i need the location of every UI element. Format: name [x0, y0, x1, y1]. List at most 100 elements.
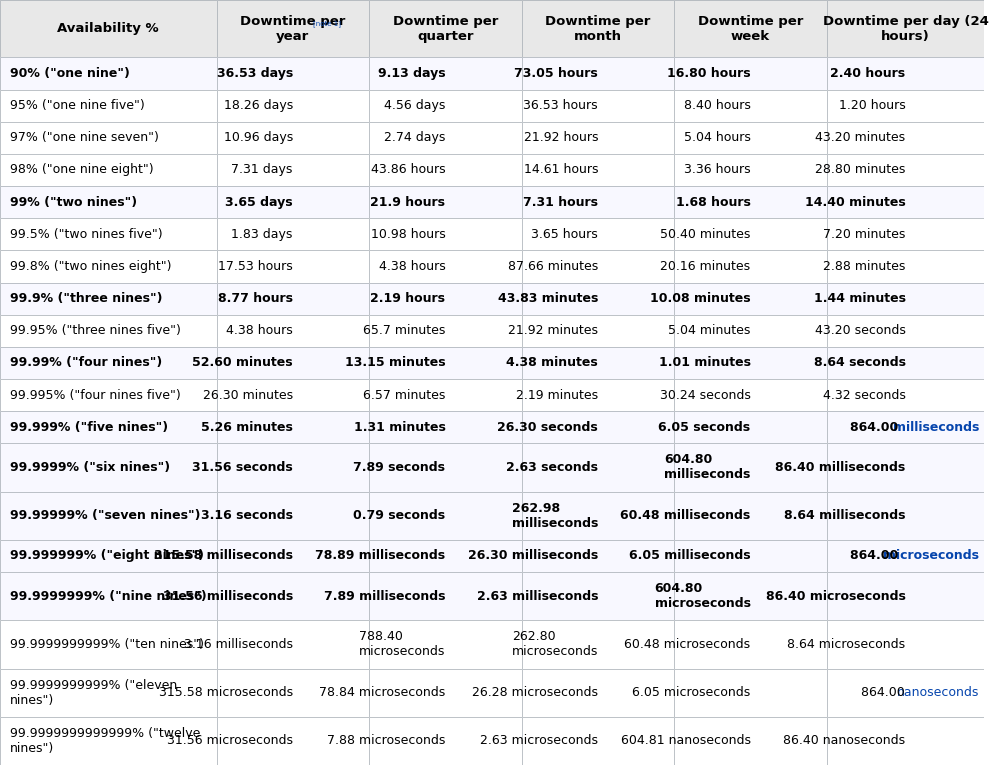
Bar	[0, 540, 216, 572]
Text: 28.80 minutes: 28.80 minutes	[815, 164, 906, 177]
Bar	[369, 572, 522, 620]
Text: 3.36 hours: 3.36 hours	[684, 164, 751, 177]
Bar	[216, 250, 369, 282]
Bar	[674, 347, 827, 379]
Bar	[522, 444, 674, 492]
Bar	[827, 122, 984, 154]
Text: 1.01 minutes: 1.01 minutes	[658, 356, 751, 369]
Bar	[0, 444, 216, 492]
Bar	[522, 122, 674, 154]
Text: 1.20 hours: 1.20 hours	[839, 99, 906, 112]
Bar	[827, 0, 984, 57]
Bar	[369, 492, 522, 540]
Text: 21.9 hours: 21.9 hours	[371, 196, 445, 209]
Bar	[827, 540, 984, 572]
Bar	[0, 492, 216, 540]
Bar	[674, 669, 827, 717]
Bar	[216, 186, 369, 218]
Text: 604.80
milliseconds: 604.80 milliseconds	[664, 454, 751, 481]
Bar	[827, 186, 984, 218]
Bar	[0, 492, 216, 540]
Bar	[522, 0, 674, 57]
Text: 73.05 hours: 73.05 hours	[515, 67, 598, 80]
Bar	[827, 669, 984, 717]
Bar	[0, 379, 216, 411]
Text: 3.65 days: 3.65 days	[225, 196, 292, 209]
Text: 26.30 minutes: 26.30 minutes	[203, 389, 292, 402]
Bar	[0, 122, 216, 154]
Text: 86.40 milliseconds: 86.40 milliseconds	[776, 461, 906, 474]
Bar	[674, 186, 827, 218]
Bar	[522, 347, 674, 379]
Bar	[369, 347, 522, 379]
Bar	[0, 0, 216, 57]
Text: 2.19 minutes: 2.19 minutes	[516, 389, 598, 402]
Bar	[522, 218, 674, 250]
Bar	[522, 411, 674, 444]
Text: 90% ("one nine"): 90% ("one nine")	[10, 67, 130, 80]
Text: 5.26 minutes: 5.26 minutes	[201, 421, 292, 434]
Bar	[369, 620, 522, 669]
Bar	[827, 186, 984, 218]
Bar	[0, 57, 216, 90]
Text: 3.16 milliseconds: 3.16 milliseconds	[184, 638, 292, 651]
Text: 10.08 minutes: 10.08 minutes	[650, 292, 751, 305]
Bar	[216, 314, 369, 347]
Bar	[522, 0, 674, 57]
Text: 78.89 milliseconds: 78.89 milliseconds	[316, 549, 445, 562]
Bar	[522, 347, 674, 379]
Bar	[369, 411, 522, 444]
Text: 21.92 minutes: 21.92 minutes	[508, 324, 598, 337]
Bar	[827, 411, 984, 444]
Bar	[522, 122, 674, 154]
Text: 8.77 hours: 8.77 hours	[218, 292, 292, 305]
Bar	[522, 154, 674, 186]
Bar	[216, 0, 369, 57]
Bar	[674, 0, 827, 57]
Text: 2.63 microseconds: 2.63 microseconds	[480, 734, 598, 747]
Text: 7.89 milliseconds: 7.89 milliseconds	[324, 590, 445, 603]
Bar	[216, 122, 369, 154]
Bar	[369, 154, 522, 186]
Bar	[216, 347, 369, 379]
Bar	[216, 0, 369, 57]
Bar	[0, 669, 216, 717]
Bar	[827, 282, 984, 314]
Text: 99.99% ("four nines"): 99.99% ("four nines")	[10, 356, 162, 369]
Bar	[522, 57, 674, 90]
Bar	[827, 154, 984, 186]
Text: 13.15 minutes: 13.15 minutes	[345, 356, 445, 369]
Text: 262.98
milliseconds: 262.98 milliseconds	[512, 502, 598, 529]
Bar	[0, 57, 216, 90]
Bar	[674, 250, 827, 282]
Bar	[216, 57, 369, 90]
Text: 60.48 milliseconds: 60.48 milliseconds	[620, 509, 751, 522]
Bar	[216, 572, 369, 620]
Bar	[0, 620, 216, 669]
Bar	[0, 154, 216, 186]
Bar	[522, 282, 674, 314]
Bar	[369, 0, 522, 57]
Bar	[827, 0, 984, 57]
Bar	[827, 122, 984, 154]
Bar	[216, 572, 369, 620]
Bar	[827, 717, 984, 765]
Bar	[827, 669, 984, 717]
Bar	[0, 572, 216, 620]
Bar	[216, 57, 369, 90]
Text: 2.74 days: 2.74 days	[384, 132, 445, 145]
Bar	[216, 669, 369, 717]
Bar	[216, 347, 369, 379]
Bar	[216, 444, 369, 492]
Bar	[674, 282, 827, 314]
Bar	[827, 620, 984, 669]
Bar	[522, 492, 674, 540]
Bar	[216, 379, 369, 411]
Bar	[827, 154, 984, 186]
Text: 6.57 minutes: 6.57 minutes	[363, 389, 445, 402]
Bar	[216, 717, 369, 765]
Bar	[216, 411, 369, 444]
Bar	[522, 411, 674, 444]
Text: 8.64 microseconds: 8.64 microseconds	[788, 638, 906, 651]
Bar	[674, 379, 827, 411]
